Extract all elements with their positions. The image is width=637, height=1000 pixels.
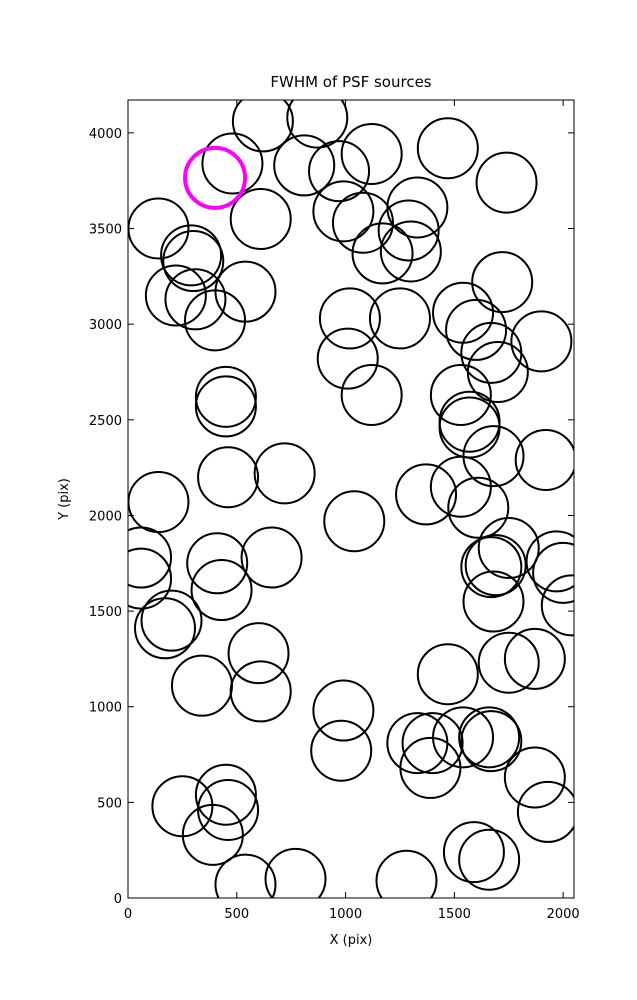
psf-source [416,643,479,706]
psf-source [458,828,521,891]
psf-source [164,268,227,331]
plot-area [128,100,574,898]
y-tick-label: 0 [114,892,122,907]
psf-source [190,559,253,622]
psf-source [264,847,327,898]
psf-source [340,122,403,185]
psf-source [227,622,290,685]
psf-source [318,287,381,350]
psf-source [128,547,173,610]
psf-source [540,574,574,637]
psf-source [401,712,464,775]
psf-source [253,442,316,505]
psf-source [160,224,223,287]
psf-source [464,534,527,597]
plot-frame [127,99,575,899]
psf-source [503,746,566,809]
psf-source [323,490,386,553]
x-tick-label: 1500 [438,907,471,922]
psf-source [514,428,574,491]
x-axis-label: X (pix) [330,933,373,948]
psf-source [186,532,249,595]
psf-source [379,220,442,283]
psf-source [475,151,538,214]
psf-source [231,100,294,153]
psf-source [310,719,373,782]
psf-source [162,230,225,293]
psf-source [308,140,371,203]
psf-source [128,526,173,589]
psf-source [429,363,492,426]
psf-source [395,463,458,526]
psf-source [429,455,492,518]
psf-source [416,117,479,180]
psf-source [399,736,462,799]
psf-source [375,849,438,898]
psf-source [462,570,525,633]
psf-source [286,100,349,149]
x-tick-label: 1000 [329,907,362,922]
y-axis-label: Y (pix) [57,478,72,521]
psf-source [140,589,203,652]
psf-source [184,289,247,352]
psf-source [460,710,523,773]
x-tick-label: 500 [224,907,249,922]
y-tick-label: 3000 [89,318,122,333]
psf-source [458,706,521,769]
y-tick-label: 2500 [89,414,122,429]
psf-source [471,251,534,314]
psf-source [316,327,379,390]
y-tick-label: 3500 [89,223,122,238]
psf-source [133,597,196,660]
psf-source [477,631,540,694]
ticks: 0 500 1000 1500 2000 0 500 1000 1500 2000 2500 3000… [89,100,580,922]
psf-source [331,191,394,254]
psf-source [477,516,540,579]
psf-source [194,763,257,826]
psf-source [368,287,431,350]
psf-source [460,536,523,599]
psf-source [516,780,574,843]
chart-title: FWHM of PSF sources [270,73,431,91]
y-tick-label: 1500 [89,605,122,620]
x-tick-label: 2000 [547,907,580,922]
psf-source [214,853,277,898]
psf-source [181,803,244,866]
y-tick-label: 1000 [89,701,122,716]
x-tick-label: 0 [124,907,132,922]
psf-source [351,222,414,285]
psf-source [201,132,264,195]
psf-source [183,145,248,210]
psf-source [377,199,440,262]
psf-source [229,187,292,250]
psf-source [240,526,303,589]
psf-source [273,134,336,197]
psf-source [532,541,574,604]
psf-source [340,363,403,426]
psf-source [447,476,510,539]
psf-source [194,375,257,438]
psf-source [466,340,529,403]
psf-source [503,627,566,690]
psf-source [312,679,375,742]
psf-source [525,530,574,593]
y-tick-label: 500 [97,796,122,811]
psf-source [442,821,505,884]
psf-source [194,365,257,428]
psf-source [229,660,292,723]
psf-source [445,298,508,361]
psf-source [312,180,375,243]
psf-source [197,779,260,842]
y-tick-label: 2000 [89,509,122,524]
psf-source [510,310,573,373]
psf-source [197,446,260,509]
psf-source [144,264,207,327]
y-tick-label: 4000 [89,127,122,142]
psf-source [386,176,449,239]
